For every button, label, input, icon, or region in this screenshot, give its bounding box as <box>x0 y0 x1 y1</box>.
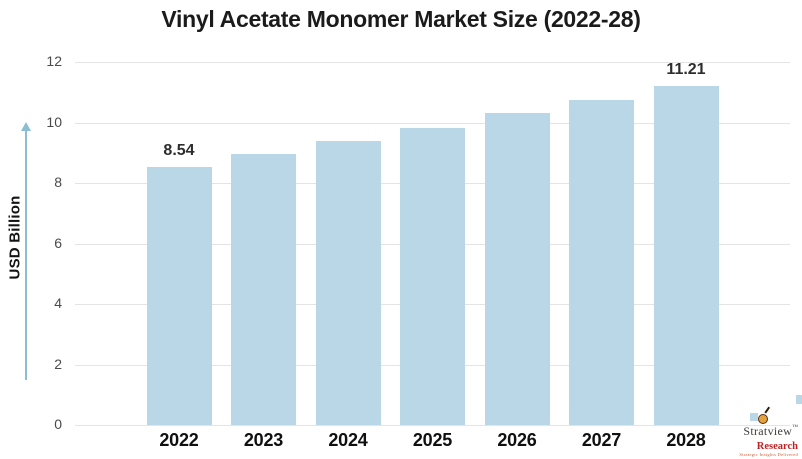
x-axis-label-2023: 2023 <box>243 430 284 450</box>
bar-2024 <box>315 140 381 425</box>
y-axis-tick-label: 4 <box>54 295 62 311</box>
logo-decor-square <box>750 413 758 421</box>
x-axis-label-2025: 2025 <box>412 430 453 450</box>
gridline <box>75 122 790 124</box>
y-axis-tick-label: 8 <box>54 174 62 190</box>
x-axis-label-2027: 2027 <box>581 430 622 450</box>
brand-name: Stratview <box>743 424 793 439</box>
x-axis-label-2028: 2028 <box>666 430 706 450</box>
magnifier-icon <box>758 414 768 425</box>
data-label-2028: 11.21 <box>666 60 706 78</box>
y-axis-arrow-up-icon <box>21 122 31 131</box>
data-label-2022: 8.54 <box>163 141 195 159</box>
y-axis-tick-label: 2 <box>54 355 62 372</box>
y-axis-arrow-shaft <box>25 131 27 380</box>
brand-name-row: Stratview™ <box>706 423 798 440</box>
gridline <box>75 62 790 63</box>
x-axis-label-2026: 2026 <box>497 430 537 450</box>
brand-logo: Stratview™ Research Strategic Insights D… <box>706 414 798 458</box>
bar-2026 <box>484 113 550 425</box>
bar-2028 <box>653 85 719 425</box>
bar-2025 <box>400 128 465 425</box>
trademark-symbol: ™ <box>792 425 798 432</box>
y-axis-title: USD Billion <box>6 195 24 280</box>
y-axis-tick-label: 10 <box>46 113 62 130</box>
bar-2022 <box>146 166 212 425</box>
y-axis-tick-label: 6 <box>54 234 62 251</box>
y-axis-tick-label: 12 <box>46 53 62 69</box>
bar-2023 <box>231 154 296 425</box>
x-axis-label-2022: 2022 <box>159 430 199 450</box>
x-axis-label-2024: 2024 <box>328 430 368 450</box>
y-axis-tick-label: 0 <box>54 416 62 432</box>
gridline <box>75 425 790 426</box>
bar-2027 <box>569 99 634 425</box>
brand-sub-name: Research <box>756 441 798 453</box>
brand-tagline: Strategic Insights Delivered <box>739 452 798 458</box>
logo-decor-square <box>796 395 802 404</box>
chart-title: Vinyl Acetate Monomer Market Size (2022-… <box>161 6 641 32</box>
